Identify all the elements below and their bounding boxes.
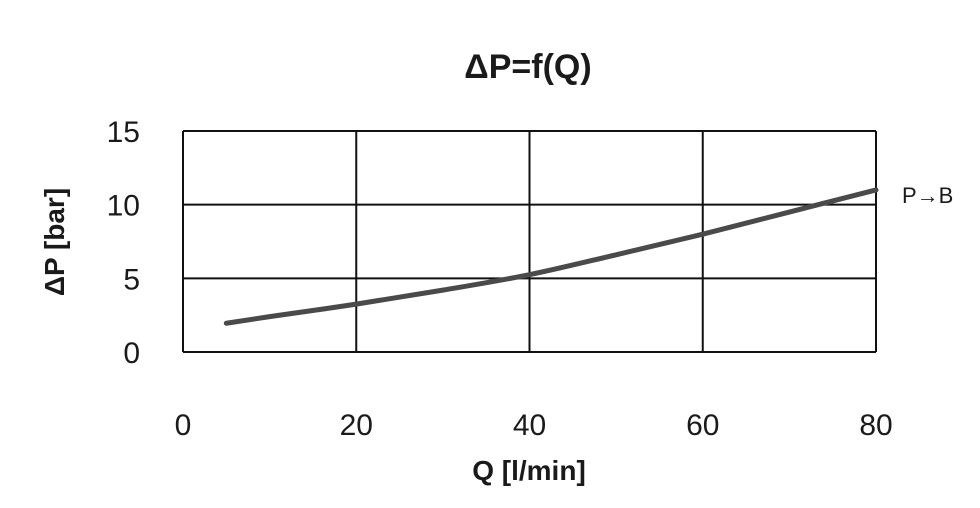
- grid: [182, 130, 877, 353]
- x-tick-label: 80: [859, 409, 892, 442]
- x-axis-label: Q [l/min]: [472, 455, 586, 486]
- chart-title: ΔP=f(Q): [464, 48, 591, 86]
- y-axis-label: ΔP [bar]: [39, 188, 70, 296]
- x-tick-label: 40: [513, 409, 546, 442]
- series-label: P→B: [902, 183, 953, 208]
- series-line-p-b: [223, 187, 879, 326]
- y-tick-label: 5: [123, 263, 140, 296]
- x-tick-label: 20: [340, 409, 373, 442]
- x-tick-label: 60: [686, 409, 719, 442]
- y-tick-label: 0: [123, 337, 140, 370]
- y-tick-label: 10: [107, 190, 140, 223]
- x-tick-label: 0: [175, 409, 192, 442]
- y-tick-label: 15: [107, 116, 140, 149]
- tick-labels: 0 20 40 60 80 0 5 10 15: [107, 116, 893, 442]
